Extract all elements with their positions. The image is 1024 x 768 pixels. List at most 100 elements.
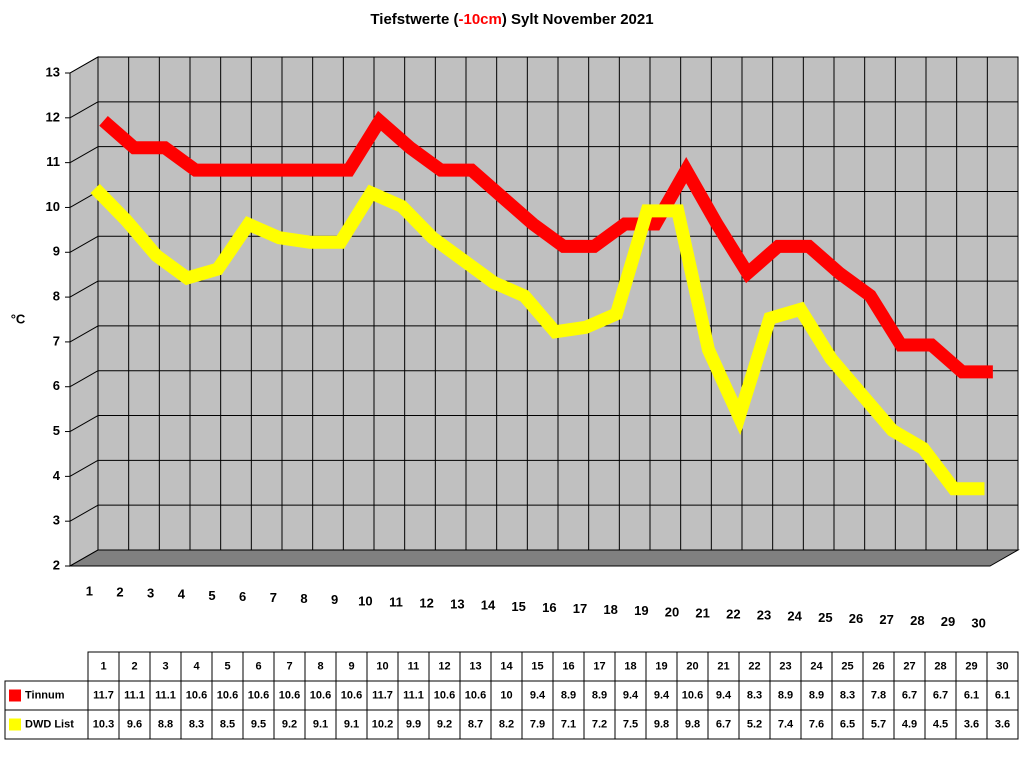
x-tick-label: 16	[542, 600, 556, 615]
table-header: 25	[841, 660, 853, 672]
grid-line	[69, 101, 99, 119]
table-value: 4.5	[933, 718, 948, 730]
table-header: 7	[286, 660, 292, 672]
table-header: 8	[317, 660, 323, 672]
table-value: 5.2	[747, 718, 762, 730]
grid-line	[69, 370, 99, 388]
grid-line	[69, 549, 99, 567]
table-header: 15	[531, 660, 543, 672]
table-value: 11.7	[372, 689, 393, 701]
y-tick-label: 4	[53, 468, 61, 483]
table-value: 11.7	[93, 689, 114, 701]
table-header: 18	[624, 660, 636, 672]
table-value: 9.2	[282, 718, 297, 730]
x-tick-label: 25	[818, 610, 832, 625]
table-header: 16	[562, 660, 574, 672]
table-header: 11	[408, 660, 420, 672]
table-header: 12	[438, 660, 450, 672]
x-tick-label: 23	[757, 608, 771, 623]
table-header: 27	[903, 660, 915, 672]
grid-line	[69, 325, 99, 343]
y-tick-label: 12	[46, 109, 60, 124]
table-value: 10.3	[93, 718, 114, 730]
table-value: 7.4	[778, 718, 794, 730]
table-header: 21	[717, 660, 729, 672]
table-value: 9.1	[344, 718, 359, 730]
table-value: 7.5	[623, 718, 638, 730]
floor	[68, 549, 1020, 567]
series-line	[90, 183, 985, 496]
table-value: 8.9	[592, 689, 607, 701]
grid-line	[69, 146, 99, 164]
x-tick-label: 11	[389, 594, 403, 609]
table-header: 23	[779, 660, 791, 672]
x-tick-label: 26	[849, 611, 863, 626]
y-tick-label: 3	[53, 513, 60, 528]
x-tick-label: 22	[726, 607, 740, 622]
table-value: 9.1	[313, 718, 328, 730]
table-value: 8.3	[189, 718, 204, 730]
table-value: 9.8	[654, 718, 669, 730]
table-value: 6.1	[964, 689, 979, 701]
x-tick-label: 4	[178, 587, 186, 602]
table-value: 11.1	[155, 689, 176, 701]
series-line	[99, 110, 993, 379]
table-value: 9.4	[654, 689, 670, 701]
table-header: 24	[810, 660, 823, 672]
table-value: 10.6	[310, 689, 331, 701]
table-value: 6.7	[933, 689, 948, 701]
table-header: 3	[162, 660, 168, 672]
table-header: 20	[686, 660, 698, 672]
x-tick-label: 6	[239, 589, 246, 604]
x-tick-label: 28	[910, 613, 924, 628]
table-header: 6	[255, 660, 261, 672]
table-value: 8.3	[840, 689, 855, 701]
table-value: 7.1	[561, 718, 576, 730]
x-tick-label: 15	[511, 599, 525, 614]
table-header: 19	[655, 660, 667, 672]
x-tick-label: 19	[634, 603, 648, 618]
table-value: 7.6	[809, 718, 824, 730]
table-header: 4	[193, 660, 200, 672]
grid-line	[69, 235, 99, 253]
table-value: 9.4	[716, 689, 732, 701]
x-tick-label: 29	[941, 614, 955, 629]
table-value: 10.6	[682, 689, 703, 701]
table-value: 5.7	[871, 718, 886, 730]
x-tick-label: 17	[573, 601, 587, 616]
table-header: 9	[348, 660, 354, 672]
x-tick-label: 8	[300, 591, 307, 606]
table-value: 6.5	[840, 718, 855, 730]
x-tick-label: 12	[419, 596, 433, 611]
table-value: 10.2	[372, 718, 393, 730]
table-value: 11.1	[403, 689, 424, 701]
table-value: 8.5	[220, 718, 235, 730]
table-value: 9.2	[437, 718, 452, 730]
y-tick-label: 8	[53, 289, 60, 304]
table-value: 10.6	[434, 689, 455, 701]
y-tick-label: 9	[53, 244, 60, 259]
x-tick-label: 7	[270, 590, 277, 605]
table-header: 17	[593, 660, 605, 672]
table-value: 9.4	[623, 689, 639, 701]
x-tick-label: 20	[665, 604, 679, 619]
table-value: 8.9	[809, 689, 824, 701]
x-tick-label: 21	[695, 605, 709, 620]
x-tick-label: 18	[603, 602, 617, 617]
grid-line	[69, 280, 99, 298]
table-header: 28	[934, 660, 946, 672]
table-header: 22	[748, 660, 760, 672]
x-tick-label: 5	[208, 588, 215, 603]
grid-line	[69, 459, 99, 477]
title-part: -10cm	[458, 11, 501, 28]
title-part: Tiefstwerte (	[370, 11, 458, 28]
table-value: 8.3	[747, 689, 762, 701]
x-tick-label: 2	[116, 585, 123, 600]
x-tick-label: 1	[86, 583, 93, 598]
table-header: 26	[872, 660, 884, 672]
title-part: ) Sylt November 2021	[502, 11, 654, 28]
x-tick-label: 9	[331, 592, 338, 607]
chart-title: Tiefstwerte (-10cm) Sylt November 2021	[370, 11, 653, 28]
table-value: 8.2	[499, 718, 514, 730]
